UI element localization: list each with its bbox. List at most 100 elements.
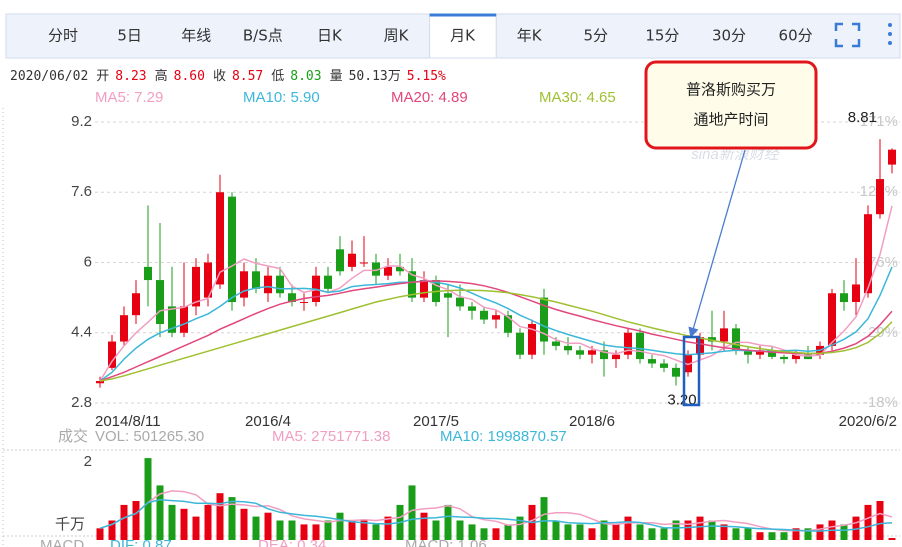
- candle-body: [540, 297, 548, 342]
- candle-body: [624, 332, 632, 355]
- candle-body: [528, 323, 536, 355]
- candle-body: [672, 367, 680, 377]
- tab[interactable]: 日K: [317, 27, 343, 45]
- x-tick-label: 2020/6/2: [839, 413, 897, 430]
- candle-body: [636, 332, 644, 360]
- volume-bar: [540, 497, 548, 540]
- volume-bar: [744, 528, 752, 540]
- candle-body: [888, 149, 896, 165]
- y2-tick-label: 171%: [860, 113, 898, 130]
- tab[interactable]: 15分: [645, 27, 679, 45]
- volume-bar: [588, 528, 596, 540]
- ma-line: [99, 280, 893, 382]
- volume-bar: [720, 524, 728, 540]
- candle-body: [564, 345, 572, 351]
- volume-bar: [120, 504, 128, 540]
- volume-bar: [360, 520, 368, 540]
- quote-value: 8.23: [115, 69, 146, 84]
- volume-bar: [492, 528, 500, 540]
- candle-body: [480, 310, 488, 320]
- y-tick-label: 2: [84, 453, 92, 470]
- volume-bar: [144, 458, 152, 540]
- unit-label: 千万: [55, 516, 85, 533]
- volume-bar: [672, 520, 680, 540]
- volume-bar: [564, 524, 572, 540]
- candle-body: [276, 275, 284, 294]
- annotation-arrow: [688, 149, 746, 338]
- volume-bar: [552, 520, 560, 540]
- legend-entry: MA30: 4.65: [539, 89, 616, 106]
- volume-bar: [852, 516, 860, 540]
- high-label: 8.81: [848, 109, 877, 126]
- candle-body: [288, 293, 296, 303]
- candle-body: [744, 350, 752, 355]
- volume-label: VOL: 501265.30: [95, 428, 204, 445]
- candle-body: [660, 363, 668, 368]
- volume-bar: [468, 524, 476, 540]
- macd-legend: MACD: [40, 537, 84, 547]
- tab[interactable]: B/S点: [243, 27, 283, 45]
- candle-body: [180, 306, 188, 333]
- candle-body: [300, 302, 308, 304]
- tab[interactable]: 周K: [384, 27, 410, 45]
- volume-bar: [780, 532, 788, 540]
- y-tick-label: 2.8: [71, 394, 92, 411]
- volume-bar: [432, 520, 440, 540]
- tab-selected[interactable]: [429, 13, 497, 59]
- tab[interactable]: 5分: [584, 27, 609, 45]
- x-tick-label: 2018/6: [569, 413, 615, 430]
- tab[interactable]: 60分: [779, 27, 813, 45]
- callout-text: 通地产时间: [693, 111, 768, 129]
- ma-line: [99, 499, 893, 532]
- volume-bar: [732, 528, 740, 540]
- volume-bar: [756, 532, 764, 540]
- candle-body: [516, 332, 524, 355]
- quote-label: 量: [330, 69, 343, 84]
- tab[interactable]: 30分: [712, 27, 746, 45]
- volume-bar: [372, 524, 380, 540]
- candle-body: [492, 315, 500, 320]
- tab[interactable]: 月K: [450, 27, 476, 45]
- volume-bar: [864, 504, 872, 540]
- legend-entry: MA10: 5.90: [243, 89, 320, 106]
- candle-body: [552, 341, 560, 346]
- candle-body: [204, 262, 212, 298]
- tab[interactable]: 分时: [48, 27, 78, 45]
- candle-body: [324, 275, 332, 289]
- volume-bar: [300, 524, 308, 540]
- x-tick-label: 2014/8/11: [95, 413, 161, 430]
- tab[interactable]: 年线: [181, 27, 211, 45]
- volume-bar: [660, 528, 668, 540]
- macd-legend: MACD: 1.06: [405, 537, 487, 547]
- candle-body: [708, 337, 716, 342]
- tab[interactable]: 5日: [117, 27, 142, 45]
- volume-bar: [348, 520, 356, 540]
- volume-bar: [192, 516, 200, 540]
- y2-tick-label: -18%: [863, 394, 898, 411]
- candle-body: [792, 354, 800, 360]
- volume-bar: [384, 516, 392, 540]
- fullscreen-icon[interactable]: [834, 22, 861, 48]
- highlight-box: [682, 335, 701, 407]
- candle-body: [756, 350, 764, 355]
- candle-body: [864, 214, 872, 294]
- candle-body: [348, 253, 356, 267]
- volume-bar: [444, 504, 452, 540]
- legend-entry: MA10: 1998870.57: [440, 428, 567, 445]
- tab[interactable]: 年K: [517, 27, 543, 45]
- volume-bar: [576, 524, 584, 540]
- volume-bar: [624, 516, 632, 540]
- legend-entry: MA20: 4.89: [391, 89, 468, 106]
- volume-bar: [288, 520, 296, 540]
- candle-body: [600, 350, 608, 360]
- more-icon[interactable]: [888, 23, 892, 45]
- candle-body: [768, 350, 776, 357]
- volume-bar: [168, 504, 176, 540]
- volume-bar: [804, 528, 812, 540]
- candle-body: [192, 266, 200, 307]
- macd-legend: DEA: 0.34: [258, 537, 326, 547]
- volume-bar: [276, 520, 284, 540]
- legend-entry: MA5: 2751771.38: [272, 428, 390, 445]
- candle-body: [168, 306, 176, 333]
- y-tick-label: 7.6: [71, 183, 92, 200]
